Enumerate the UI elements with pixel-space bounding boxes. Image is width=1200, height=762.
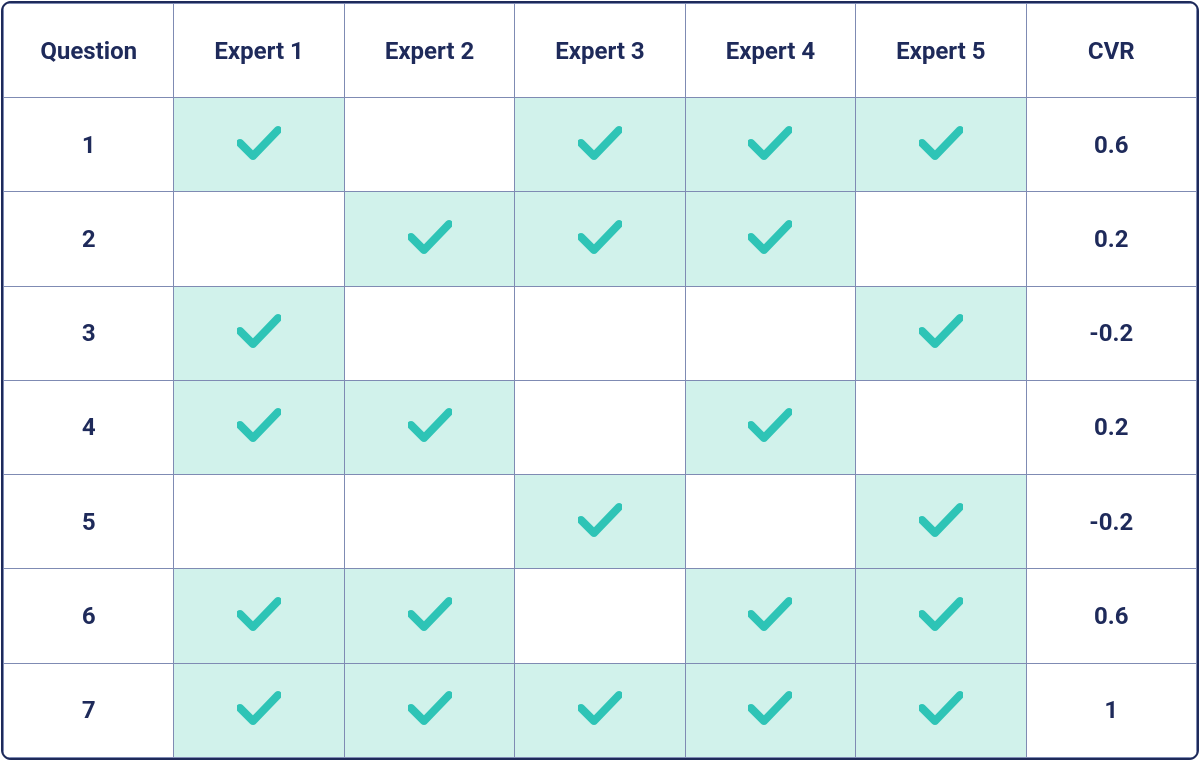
col-header-cvr: CVR <box>1026 4 1196 98</box>
expert-cell-5 <box>856 475 1026 569</box>
table-row: 10.6 <box>4 98 1197 192</box>
expert-cell-4 <box>685 663 855 757</box>
expert-cell-3 <box>515 192 685 286</box>
expert-cell-5 <box>856 98 1026 192</box>
expert-cell-1 <box>174 380 344 474</box>
check-icon <box>748 597 792 631</box>
col-header-expert-2: Expert 2 <box>344 4 514 98</box>
expert-cell-2 <box>344 380 514 474</box>
expert-cell-3 <box>515 380 685 474</box>
cvr-cell: 1 <box>1026 663 1196 757</box>
col-header-question: Question <box>4 4 174 98</box>
check-icon <box>408 408 452 442</box>
check-icon <box>578 503 622 537</box>
expert-cell-4 <box>685 475 855 569</box>
expert-cell-1 <box>174 98 344 192</box>
cvr-cell: 0.2 <box>1026 380 1196 474</box>
question-cell: 5 <box>4 475 174 569</box>
expert-cell-5 <box>856 192 1026 286</box>
check-icon <box>919 314 963 348</box>
check-icon <box>237 597 281 631</box>
expert-cell-1 <box>174 286 344 380</box>
expert-cell-3 <box>515 475 685 569</box>
table-row: 40.2 <box>4 380 1197 474</box>
col-header-expert-1: Expert 1 <box>174 4 344 98</box>
question-cell: 3 <box>4 286 174 380</box>
table-row: 5 -0.2 <box>4 475 1197 569</box>
table-row: 20.2 <box>4 192 1197 286</box>
check-icon <box>919 691 963 725</box>
check-icon <box>748 691 792 725</box>
expert-cell-4 <box>685 98 855 192</box>
question-cell: 4 <box>4 380 174 474</box>
check-icon <box>237 126 281 160</box>
expert-cell-2 <box>344 569 514 663</box>
check-icon <box>237 314 281 348</box>
col-header-expert-5: Expert 5 <box>856 4 1026 98</box>
check-icon <box>408 691 452 725</box>
check-icon <box>578 691 622 725</box>
cvr-table: Question Expert 1 Expert 2 Expert 3 Expe… <box>3 3 1197 758</box>
expert-cell-5 <box>856 380 1026 474</box>
cvr-cell: 0.6 <box>1026 569 1196 663</box>
expert-cell-4 <box>685 569 855 663</box>
expert-cell-4 <box>685 192 855 286</box>
col-header-expert-3: Expert 3 <box>515 4 685 98</box>
expert-cell-3 <box>515 98 685 192</box>
expert-cell-5 <box>856 663 1026 757</box>
expert-cell-5 <box>856 286 1026 380</box>
expert-cell-2 <box>344 663 514 757</box>
check-icon <box>237 408 281 442</box>
check-icon <box>237 691 281 725</box>
expert-cell-2 <box>344 475 514 569</box>
table-header-row: Question Expert 1 Expert 2 Expert 3 Expe… <box>4 4 1197 98</box>
expert-cell-4 <box>685 286 855 380</box>
expert-cell-3 <box>515 286 685 380</box>
cvr-cell: -0.2 <box>1026 475 1196 569</box>
check-icon <box>919 597 963 631</box>
check-icon <box>919 126 963 160</box>
check-icon <box>578 220 622 254</box>
check-icon <box>748 126 792 160</box>
expert-cell-3 <box>515 663 685 757</box>
expert-cell-5 <box>856 569 1026 663</box>
col-header-expert-4: Expert 4 <box>685 4 855 98</box>
table-row: 60.6 <box>4 569 1197 663</box>
expert-cell-1 <box>174 192 344 286</box>
expert-cell-1 <box>174 569 344 663</box>
cvr-table-container: Question Expert 1 Expert 2 Expert 3 Expe… <box>1 1 1199 760</box>
cvr-cell: -0.2 <box>1026 286 1196 380</box>
cvr-cell: 0.2 <box>1026 192 1196 286</box>
expert-cell-2 <box>344 98 514 192</box>
check-icon <box>408 220 452 254</box>
question-cell: 7 <box>4 663 174 757</box>
check-icon <box>919 503 963 537</box>
question-cell: 2 <box>4 192 174 286</box>
expert-cell-2 <box>344 192 514 286</box>
expert-cell-1 <box>174 475 344 569</box>
expert-cell-3 <box>515 569 685 663</box>
question-cell: 1 <box>4 98 174 192</box>
expert-cell-2 <box>344 286 514 380</box>
check-icon <box>748 408 792 442</box>
check-icon <box>748 220 792 254</box>
table-row: 71 <box>4 663 1197 757</box>
check-icon <box>408 597 452 631</box>
table-body: 10.620.23-0.240.25-0.260.671 <box>4 98 1197 758</box>
check-icon <box>578 126 622 160</box>
expert-cell-1 <box>174 663 344 757</box>
cvr-cell: 0.6 <box>1026 98 1196 192</box>
expert-cell-4 <box>685 380 855 474</box>
question-cell: 6 <box>4 569 174 663</box>
table-row: 3 -0.2 <box>4 286 1197 380</box>
